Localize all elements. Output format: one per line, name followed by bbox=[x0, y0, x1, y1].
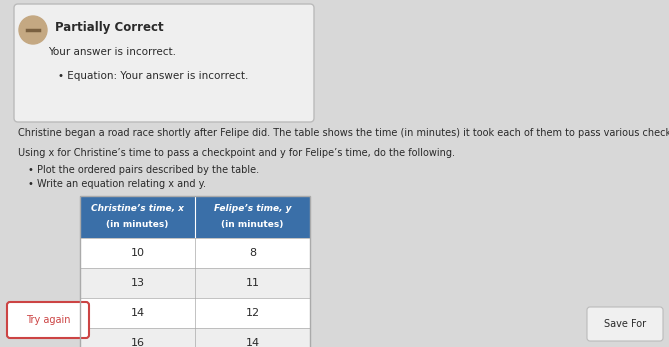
Text: Save For: Save For bbox=[604, 319, 646, 329]
FancyBboxPatch shape bbox=[7, 302, 89, 338]
Text: • Write an equation relating x and y.: • Write an equation relating x and y. bbox=[28, 179, 206, 189]
FancyBboxPatch shape bbox=[80, 328, 310, 347]
Text: 10: 10 bbox=[130, 248, 145, 258]
FancyBboxPatch shape bbox=[80, 298, 310, 328]
Text: 14: 14 bbox=[130, 308, 145, 318]
Text: • Plot the ordered pairs described by the table.: • Plot the ordered pairs described by th… bbox=[28, 165, 259, 175]
FancyBboxPatch shape bbox=[80, 268, 310, 298]
Text: 8: 8 bbox=[249, 248, 256, 258]
Text: (in minutes): (in minutes) bbox=[106, 220, 169, 229]
Text: • Equation: Your answer is incorrect.: • Equation: Your answer is incorrect. bbox=[58, 71, 248, 81]
Text: 13: 13 bbox=[130, 278, 145, 288]
Text: Felipe’s time, y: Felipe’s time, y bbox=[214, 203, 291, 212]
Text: Try again: Try again bbox=[25, 315, 70, 325]
Circle shape bbox=[19, 16, 47, 44]
FancyBboxPatch shape bbox=[80, 238, 310, 268]
FancyBboxPatch shape bbox=[80, 196, 310, 238]
FancyBboxPatch shape bbox=[587, 307, 663, 341]
Text: 11: 11 bbox=[246, 278, 260, 288]
Text: Using x for Christine’s time to pass a checkpoint and y for Felipe’s time, do th: Using x for Christine’s time to pass a c… bbox=[18, 148, 455, 158]
Text: Christine’s time, x: Christine’s time, x bbox=[91, 203, 184, 212]
Text: Christine began a road race shortly after Felipe did. The table shows the time (: Christine began a road race shortly afte… bbox=[18, 128, 669, 138]
Text: 16: 16 bbox=[130, 338, 145, 347]
Text: 12: 12 bbox=[246, 308, 260, 318]
Text: 14: 14 bbox=[246, 338, 260, 347]
Text: Your answer is incorrect.: Your answer is incorrect. bbox=[48, 47, 176, 57]
Text: (in minutes): (in minutes) bbox=[221, 220, 284, 229]
Text: Partially Correct: Partially Correct bbox=[55, 20, 164, 34]
FancyBboxPatch shape bbox=[14, 4, 314, 122]
